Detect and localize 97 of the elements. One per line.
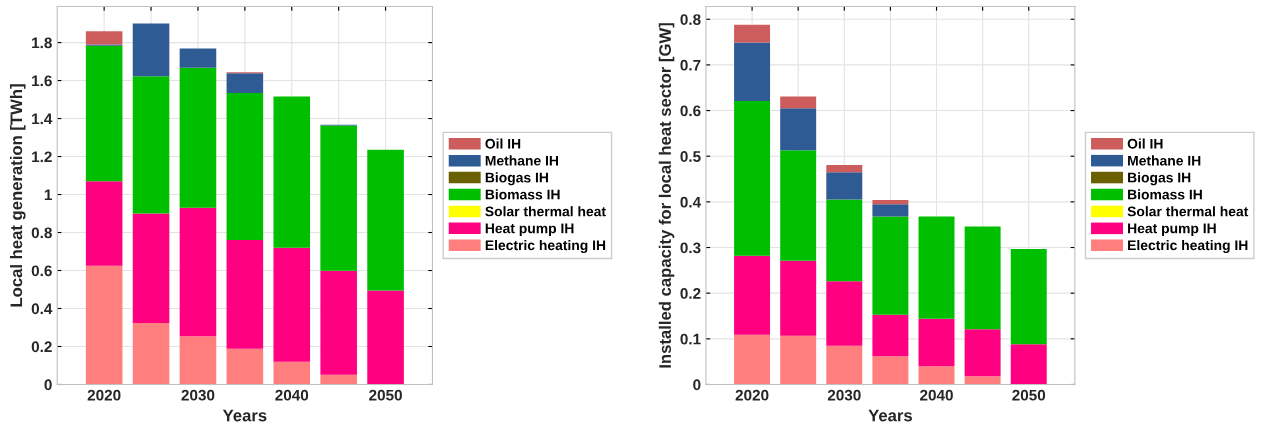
x-tick-label: 2020 <box>735 389 769 401</box>
y-tick-label: 0.6 <box>31 265 52 277</box>
bar <box>179 336 217 385</box>
bar <box>826 281 863 346</box>
bar <box>85 265 123 385</box>
bar <box>964 329 1001 377</box>
bar <box>918 366 955 385</box>
y-tick-label: 1.6 <box>32 75 52 87</box>
y-tick-label: 1 <box>44 189 52 201</box>
bar <box>85 45 123 182</box>
bar <box>132 76 170 214</box>
y-tick-label: 0.8 <box>680 14 701 25</box>
y-tick-label: 0.4 <box>680 196 702 208</box>
bar <box>367 290 404 385</box>
bar <box>918 318 955 367</box>
bar <box>964 376 1001 385</box>
y-tick-label: 1.8 <box>32 37 52 49</box>
bar <box>826 199 863 282</box>
bar <box>132 322 170 385</box>
legend-label: Solar thermal heat <box>485 206 606 217</box>
y-tick-label: 0.3 <box>680 242 701 254</box>
legend-label: Biogas IH <box>1128 172 1191 186</box>
bar <box>320 374 357 385</box>
bar <box>132 23 170 77</box>
bar <box>273 361 311 385</box>
legend-label: Solar thermal heat <box>1127 206 1249 217</box>
y-tick-label: 1.4 <box>32 113 53 125</box>
bar <box>826 345 863 385</box>
legend-label: Biomass IH <box>1128 189 1202 200</box>
x-axis-title: Years <box>868 409 912 422</box>
y-tick-label: 0.2 <box>31 341 52 353</box>
y-tick-label: 1.2 <box>32 151 52 163</box>
x-tick-label: 2050 <box>1012 389 1046 401</box>
x-axis-title: Years <box>222 409 267 422</box>
bar <box>734 100 771 256</box>
legend-label: Biomass IH <box>485 189 560 200</box>
y-tick-label: 0.7 <box>680 59 701 71</box>
bar <box>780 96 817 109</box>
bar <box>734 42 771 101</box>
x-tick-label: 2040 <box>275 389 309 401</box>
bar <box>1010 248 1047 345</box>
x-tick-label: 2020 <box>87 389 121 401</box>
bar <box>179 67 217 208</box>
bar <box>872 356 909 385</box>
y-tick-label: 0.6 <box>680 105 701 117</box>
bar <box>780 260 817 336</box>
x-tick-label: 2050 <box>369 389 402 401</box>
legend-label: Methane IH <box>485 155 558 166</box>
bar <box>179 48 217 68</box>
bar <box>734 24 771 43</box>
legend-label: Methane IH <box>1128 155 1201 166</box>
bar <box>367 149 404 291</box>
legend-label: Electric heating IH <box>1128 239 1248 253</box>
bar <box>179 207 217 337</box>
bar <box>964 226 1001 330</box>
legend-label: Heat pump IH <box>1128 223 1216 237</box>
bar <box>226 239 264 349</box>
bar <box>273 96 311 248</box>
x-tick-label: 2040 <box>920 389 953 401</box>
legend-label: Heat pump IH <box>485 223 574 237</box>
bar <box>734 334 771 385</box>
bar <box>872 200 909 205</box>
bar <box>918 216 955 319</box>
bar <box>872 314 909 357</box>
legend-label: Biogas IH <box>485 172 548 186</box>
bar <box>872 216 909 315</box>
y-tick-label: 0 <box>693 379 701 391</box>
bar <box>872 204 909 217</box>
bar <box>780 335 817 385</box>
bar <box>85 181 123 266</box>
y-tick-label: 0.4 <box>31 303 53 315</box>
x-tick-label: 2030 <box>827 389 861 401</box>
bar <box>226 348 264 385</box>
bar <box>320 270 357 375</box>
bar <box>826 172 863 200</box>
y-axis-title: Installed capacity for local heat sector [GW] <box>658 23 675 368</box>
bar <box>273 247 311 362</box>
legend-label: Electric heating IH <box>485 239 606 253</box>
bar <box>826 164 863 173</box>
y-tick-label: 0.2 <box>680 288 701 299</box>
bar <box>780 150 817 261</box>
bar <box>226 73 264 93</box>
y-tick-label: 0 <box>44 379 52 391</box>
bar <box>132 213 170 323</box>
legend-label: Oil IH <box>485 138 521 149</box>
bar <box>226 92 264 240</box>
bar <box>85 31 123 45</box>
y-tick-label: 0.8 <box>31 227 52 239</box>
bar <box>734 255 771 335</box>
bar <box>780 108 817 151</box>
y-tick-label: 0.5 <box>680 151 701 162</box>
x-tick-label: 2030 <box>181 389 215 401</box>
y-tick-label: 0.1 <box>680 333 701 345</box>
bar <box>320 125 357 271</box>
bar <box>1010 344 1047 385</box>
y-axis-title: Local heat generation [TWh] <box>9 84 26 307</box>
legend-label: Oil IH <box>1127 138 1163 149</box>
